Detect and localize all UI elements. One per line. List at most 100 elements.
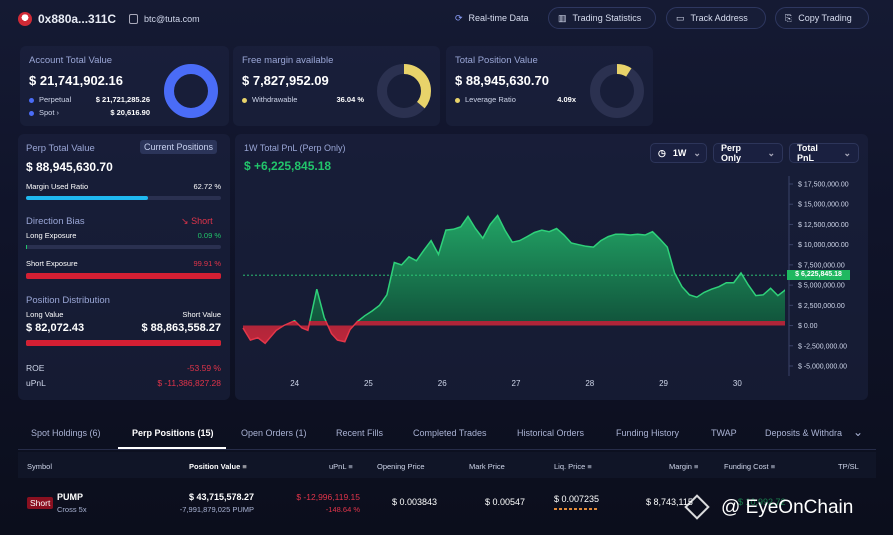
tab-bar-divider <box>18 449 876 450</box>
upnl-amount: $ -12,996,119.15 <box>296 492 360 502</box>
long-exposure-bar <box>26 245 221 249</box>
period-select[interactable]: ◷ 1W ⌄ <box>650 143 707 163</box>
y-tick-label: $ 15,000,000.00 <box>798 202 849 209</box>
margin-used-value: 62.72 % <box>193 182 221 191</box>
total-position-value: $ 88,945,630.70 <box>455 73 549 88</box>
x-tick-label: 24 <box>290 379 299 388</box>
tab-deposits-withdrawals[interactable]: Deposits & Withdra <box>765 428 843 438</box>
free-margin-value: $ 7,827,952.09 <box>242 73 329 88</box>
tab-historical-orders[interactable]: Historical Orders <box>517 428 585 438</box>
x-tick-label: 30 <box>733 379 742 388</box>
margin-used-label: Margin Used Ratio <box>26 182 89 191</box>
roe-label: ROE <box>26 363 45 373</box>
x-tick-label: 25 <box>364 379 373 388</box>
email-label: btc@tuta.com <box>144 14 200 24</box>
col-mark-price[interactable]: Mark Price <box>469 462 505 471</box>
refresh-icon: ⟳ <box>455 12 463 23</box>
liq-risk-bar <box>554 508 599 510</box>
free-margin-title: Free margin available <box>242 55 334 66</box>
current-value-tag: $ 6,225,845.18 <box>787 270 850 281</box>
x-tick-label: 28 <box>585 379 594 388</box>
side-badge: Short <box>27 497 54 509</box>
margin-amount: $ 8,743,115 <box>646 497 693 507</box>
withdrawable-value: 36.04 % <box>336 95 364 104</box>
copy-trading-button[interactable]: ⎘ Copy Trading <box>775 7 869 29</box>
upnl-label: uPnL <box>26 378 46 388</box>
mark-price: $ 0.00547 <box>485 497 526 507</box>
table-row[interactable]: Short PUMP Cross 5x $ 43,715,578.27 -7,9… <box>18 480 876 525</box>
watermark: @ EyeOnChain <box>721 497 854 518</box>
short-exposure-bar <box>26 273 221 279</box>
avatar[interactable] <box>18 12 32 26</box>
col-symbol[interactable]: Symbol <box>27 462 53 471</box>
chevron-down-icon: ⌄ <box>693 147 701 158</box>
tab-twap[interactable]: TWAP <box>711 428 737 438</box>
opening-price: $ 0.003843 <box>392 497 438 507</box>
y-tick-label: $ -5,000,000.00 <box>798 364 847 371</box>
current-positions-tab[interactable]: Current Positions <box>140 140 218 154</box>
y-tick-label: $ 5,000,000.00 <box>798 283 845 290</box>
total-pnl-select[interactable]: Total PnL ⌄ <box>789 143 859 163</box>
total-position-donut <box>590 64 644 118</box>
filter-icon: ≡ <box>694 462 699 471</box>
perp-only-select[interactable]: Perp Only ⌄ <box>713 143 783 163</box>
perpetual-value: $ 21,721,285.26 <box>95 95 150 104</box>
margin-used-bar <box>26 196 221 200</box>
trading-statistics-button[interactable]: ▥ Trading Statistics <box>548 7 656 29</box>
symbol-name[interactable]: PUMP <box>57 492 84 502</box>
chevron-down-icon: ⌄ <box>767 147 775 158</box>
upnl-percent: -148.64 % <box>325 505 360 514</box>
tab-recent-fills[interactable]: Recent Fills <box>336 428 384 438</box>
filter-icon: ≡ <box>587 462 592 471</box>
col-liq-price[interactable]: Liq. Price ≡ <box>554 462 592 471</box>
liq-price: $ 0.007235 <box>554 494 600 504</box>
chevron-down-icon: ⌄ <box>843 147 851 158</box>
free-margin-donut <box>377 64 431 118</box>
realtime-data-button[interactable]: ⟳ Real-time Data <box>455 12 529 24</box>
filter-icon: ≡ <box>242 462 247 471</box>
direction-bias-value: ↘ Short <box>181 216 213 226</box>
tab-perp-positions[interactable]: Perp Positions (15) <box>132 428 214 438</box>
copy-trading-icon: ⎘ <box>785 12 793 23</box>
copy-icon[interactable] <box>129 14 138 24</box>
spot-value: $ 20,616.90 <box>110 108 150 117</box>
y-tick-label: $ 10,000,000.00 <box>798 242 849 249</box>
col-upnl[interactable]: uPnL ≡ <box>329 462 353 471</box>
spot-label: Spot › <box>29 108 59 117</box>
pnl-line-negative <box>242 321 360 345</box>
tab-open-orders[interactable]: Open Orders (1) <box>241 428 307 438</box>
margin-mode: Cross 5x <box>57 505 87 514</box>
account-total-value: $ 21,741,902.16 <box>29 73 123 88</box>
pnl-area-negative <box>243 321 785 344</box>
position-distribution-bar <box>26 340 221 346</box>
clock-icon: ◷ <box>658 147 666 158</box>
x-tick-label: 29 <box>659 379 668 388</box>
x-tick-label: 26 <box>438 379 447 388</box>
short-exposure-label: Short Exposure <box>26 259 78 268</box>
tab-completed-trades[interactable]: Completed Trades <box>413 428 487 438</box>
col-tpsl[interactable]: TP/SL <box>838 462 859 471</box>
free-margin-card: Free margin available $ 7,827,952.09 Wit… <box>233 46 440 126</box>
roe-value: -53.59 % <box>186 363 221 373</box>
chart-total-value: $ +6,225,845.18 <box>244 159 332 173</box>
col-opening-price[interactable]: Opening Price <box>377 462 425 471</box>
short-value-amount: $ 88,863,558.27 <box>141 322 221 334</box>
col-margin[interactable]: Margin ≡ <box>669 462 699 471</box>
short-exposure-value: 99.91 % <box>193 259 221 268</box>
long-value-amount: $ 82,072.43 <box>26 322 85 334</box>
trend-down-icon: ↘ <box>181 216 189 226</box>
tab-funding-history[interactable]: Funding History <box>616 428 680 438</box>
long-exposure-value: 0.09 % <box>197 231 221 240</box>
tabs-chevron-down-icon[interactable]: ⌄ <box>853 425 864 439</box>
y-tick-label: $ -2,500,000.00 <box>798 343 847 350</box>
col-funding-cost[interactable]: Funding Cost ≡ <box>724 462 776 471</box>
y-tick-label: $ 0.00 <box>798 323 818 330</box>
perpetual-label: Perpetual <box>29 95 71 104</box>
y-tick-label: $ 17,500,000.00 <box>798 182 849 189</box>
account-total-card: Account Total Value $ 21,741,902.16 Perp… <box>20 46 229 126</box>
leverage-ratio-value: 4.09x <box>557 95 576 104</box>
track-address-button[interactable]: ▭ Track Address <box>666 7 766 29</box>
funding-cost: $ 10,992.72 <box>738 497 786 507</box>
tab-spot-holdings[interactable]: Spot Holdings (6) <box>31 428 101 438</box>
col-position-value[interactable]: Position Value ≡ <box>189 462 247 471</box>
